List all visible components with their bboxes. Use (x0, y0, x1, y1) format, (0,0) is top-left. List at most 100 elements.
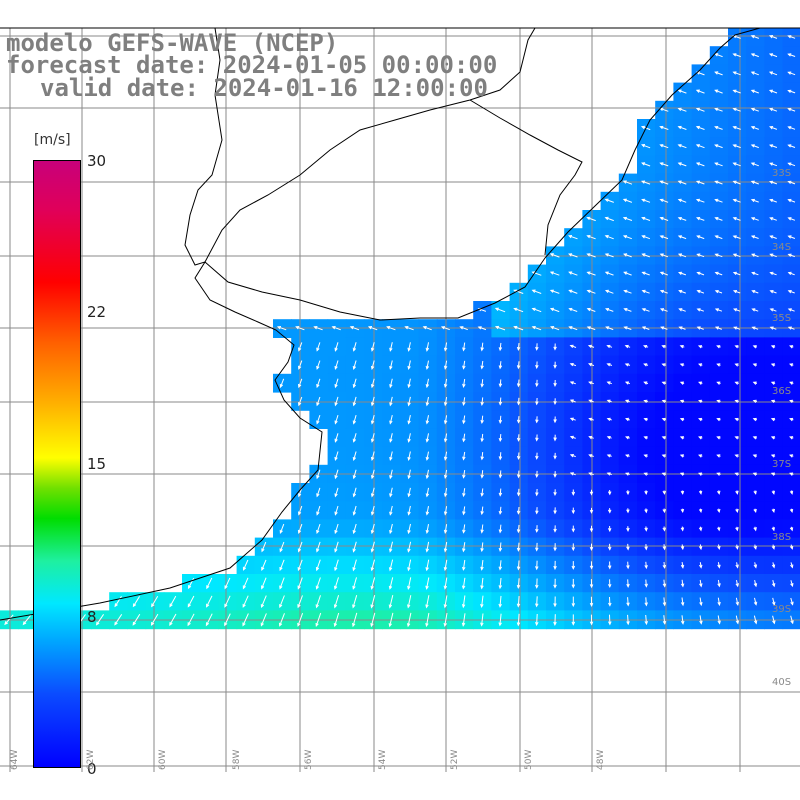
wind-arrow-icon (443, 506, 448, 516)
wind-arrow-icon (769, 290, 777, 294)
wind-arrow-icon (698, 526, 703, 532)
wind-arrow-icon (698, 381, 703, 385)
wind-arrow-icon (753, 597, 758, 606)
wind-arrow-icon (716, 363, 721, 367)
wind-arrow-icon (661, 454, 667, 458)
wind-arrow-icon (787, 71, 796, 76)
wind-arrow-icon (789, 363, 794, 367)
wind-arrow-icon (443, 397, 448, 407)
wind-arrow-icon (462, 415, 466, 425)
wind-arrow-icon (370, 577, 376, 590)
wind-arrow-icon (516, 470, 521, 479)
wind-arrow-icon (480, 452, 484, 461)
wind-arrow-icon (695, 125, 705, 130)
wind-arrow-icon (553, 614, 557, 626)
wind-arrow-icon (316, 505, 321, 516)
wind-arrow-icon (498, 342, 503, 352)
wind-arrow-icon (717, 544, 721, 551)
wind-arrow-icon (787, 144, 796, 148)
wind-arrow-icon (443, 378, 448, 389)
wind-arrow-icon (407, 469, 411, 480)
wind-arrow-icon (407, 541, 412, 553)
wind-arrow-icon (586, 326, 596, 331)
wind-arrow-icon (716, 436, 721, 440)
wind-arrow-icon (732, 180, 741, 185)
wind-arrow-icon (750, 35, 760, 39)
wind-arrow-icon (789, 399, 794, 404)
wind-arrow-icon (698, 454, 703, 458)
wind-arrow-icon (589, 543, 594, 551)
wind-arrow-icon (187, 595, 195, 608)
wind-arrow-icon (735, 615, 740, 625)
wind-arrow-icon (772, 597, 776, 606)
wind-arrow-icon (516, 434, 521, 442)
wind-arrow-icon (679, 417, 685, 422)
wind-arrow-icon (425, 487, 430, 498)
wind-arrow-icon (662, 508, 666, 514)
wind-arrow-icon (787, 89, 796, 94)
wind-arrow-icon (714, 144, 723, 149)
wind-arrow-icon (606, 399, 612, 403)
wind-arrow-icon (480, 542, 484, 553)
wind-arrow-icon (604, 198, 614, 203)
wind-arrow-icon (352, 342, 357, 352)
wind-arrow-icon (334, 487, 339, 498)
wind-arrow-icon (698, 472, 703, 476)
wind-arrow-icon (641, 253, 650, 258)
wind-arrow-icon (717, 579, 721, 588)
wind-arrow-icon (298, 342, 303, 352)
wind-arrow-icon (480, 342, 484, 352)
wind-arrow-icon (677, 217, 687, 221)
wind-arrow-icon (95, 614, 105, 626)
wind-arrow-icon (661, 345, 667, 349)
wind-arrow-icon (625, 472, 630, 476)
wind-arrow-icon (626, 579, 630, 588)
wind-arrow-icon (535, 578, 539, 589)
wind-arrow-icon (568, 326, 578, 331)
wind-arrow-icon (641, 162, 651, 167)
wind-arrow-icon (607, 543, 612, 551)
wind-arrow-icon (662, 526, 666, 532)
wind-arrow-icon (498, 415, 503, 424)
wind-arrow-icon (679, 454, 685, 458)
wind-arrow-icon (624, 344, 631, 349)
wind-arrow-icon (752, 399, 758, 404)
coastline (0, 27, 800, 621)
wind-arrow-icon (260, 613, 267, 627)
wind-arrow-icon (407, 505, 411, 516)
wind-arrow-icon (443, 524, 448, 534)
wind-arrow-icon (789, 544, 794, 550)
wind-arrow-icon (316, 541, 321, 553)
wind-arrow-icon (659, 180, 669, 185)
wind-arrow-icon (316, 487, 321, 498)
wind-arrow-icon (680, 544, 685, 551)
lon-label: 62W (86, 749, 96, 770)
wind-arrow-icon (352, 451, 357, 461)
wind-arrow-icon (752, 381, 758, 385)
wind-arrow-icon (462, 488, 466, 498)
wind-arrow-icon (406, 612, 412, 628)
wind-arrow-icon (714, 290, 723, 294)
wind-arrow-icon (643, 363, 649, 367)
wind-arrow-icon (370, 396, 375, 407)
wind-arrow-icon (516, 343, 521, 352)
wind-arrow-icon (695, 107, 705, 112)
wind-arrow-icon (462, 433, 466, 443)
wind-arrow-icon (679, 363, 685, 367)
wind-arrow-icon (352, 505, 357, 516)
wind-arrow-icon (716, 345, 721, 349)
wind-arrow-icon (644, 526, 648, 532)
wind-arrow-icon (531, 307, 542, 313)
wind-arrow-icon (352, 378, 357, 389)
border-line (184, 27, 536, 266)
wind-arrow-icon (553, 507, 557, 515)
wind-arrow-icon (333, 595, 340, 609)
wind-arrow-icon (462, 470, 466, 479)
wind-arrow-icon (677, 253, 687, 258)
wind-arrow-icon (607, 579, 612, 589)
wind-arrow-icon (714, 217, 723, 221)
wind-arrow-icon (571, 507, 576, 515)
wind-arrow-icon (316, 414, 321, 425)
lon-label: 50W (524, 749, 534, 770)
wind-arrow-icon (714, 107, 723, 112)
